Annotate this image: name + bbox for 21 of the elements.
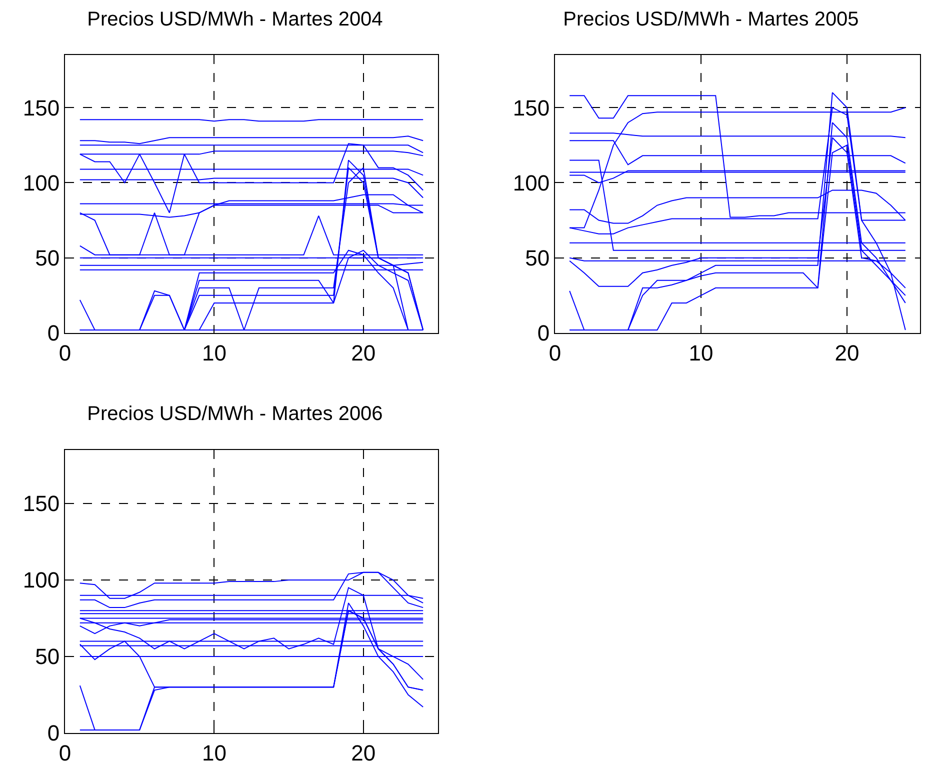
y-tick-label: 150 <box>512 95 550 120</box>
x-tick-label: 10 <box>202 340 226 366</box>
y-tick-label: 50 <box>525 246 550 271</box>
y-tick-label: 0 <box>537 320 550 346</box>
chart-title: Precios USD/MWh - Martes 2005 <box>563 8 859 30</box>
chart-title: Precios USD/MWh - Martes 2006 <box>87 403 383 426</box>
y-tick-label: 100 <box>22 568 60 593</box>
y-tick-label: 100 <box>512 170 550 196</box>
x-tick-label: 20 <box>351 340 376 366</box>
x-tick-label: 20 <box>834 340 860 366</box>
y-tick-label: 0 <box>47 720 60 746</box>
x-tick-label: 10 <box>688 340 714 366</box>
x-tick-label: 10 <box>202 740 226 766</box>
y-tick-label: 50 <box>35 644 60 670</box>
y-tick-label: 100 <box>22 170 60 196</box>
y-tick-label: 50 <box>35 246 60 271</box>
x-tick-label: 20 <box>351 740 376 766</box>
y-tick-label: 150 <box>22 491 60 516</box>
y-tick-label: 150 <box>22 95 60 120</box>
chart-title: Precios USD/MWh - Martes 2004 <box>87 8 383 30</box>
y-tick-label: 0 <box>47 320 60 346</box>
